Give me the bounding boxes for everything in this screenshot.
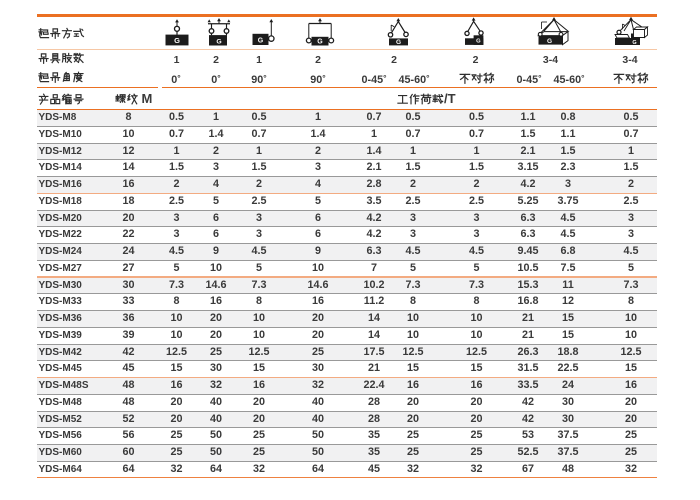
svg-text:G: G bbox=[396, 39, 401, 46]
svg-text:G: G bbox=[476, 39, 481, 45]
svg-text:G: G bbox=[632, 40, 636, 46]
svg-text:G: G bbox=[174, 36, 180, 45]
svg-text:G: G bbox=[547, 38, 552, 45]
svg-text:G: G bbox=[216, 38, 221, 45]
svg-text:G: G bbox=[317, 39, 323, 46]
svg-text:G: G bbox=[258, 37, 264, 44]
